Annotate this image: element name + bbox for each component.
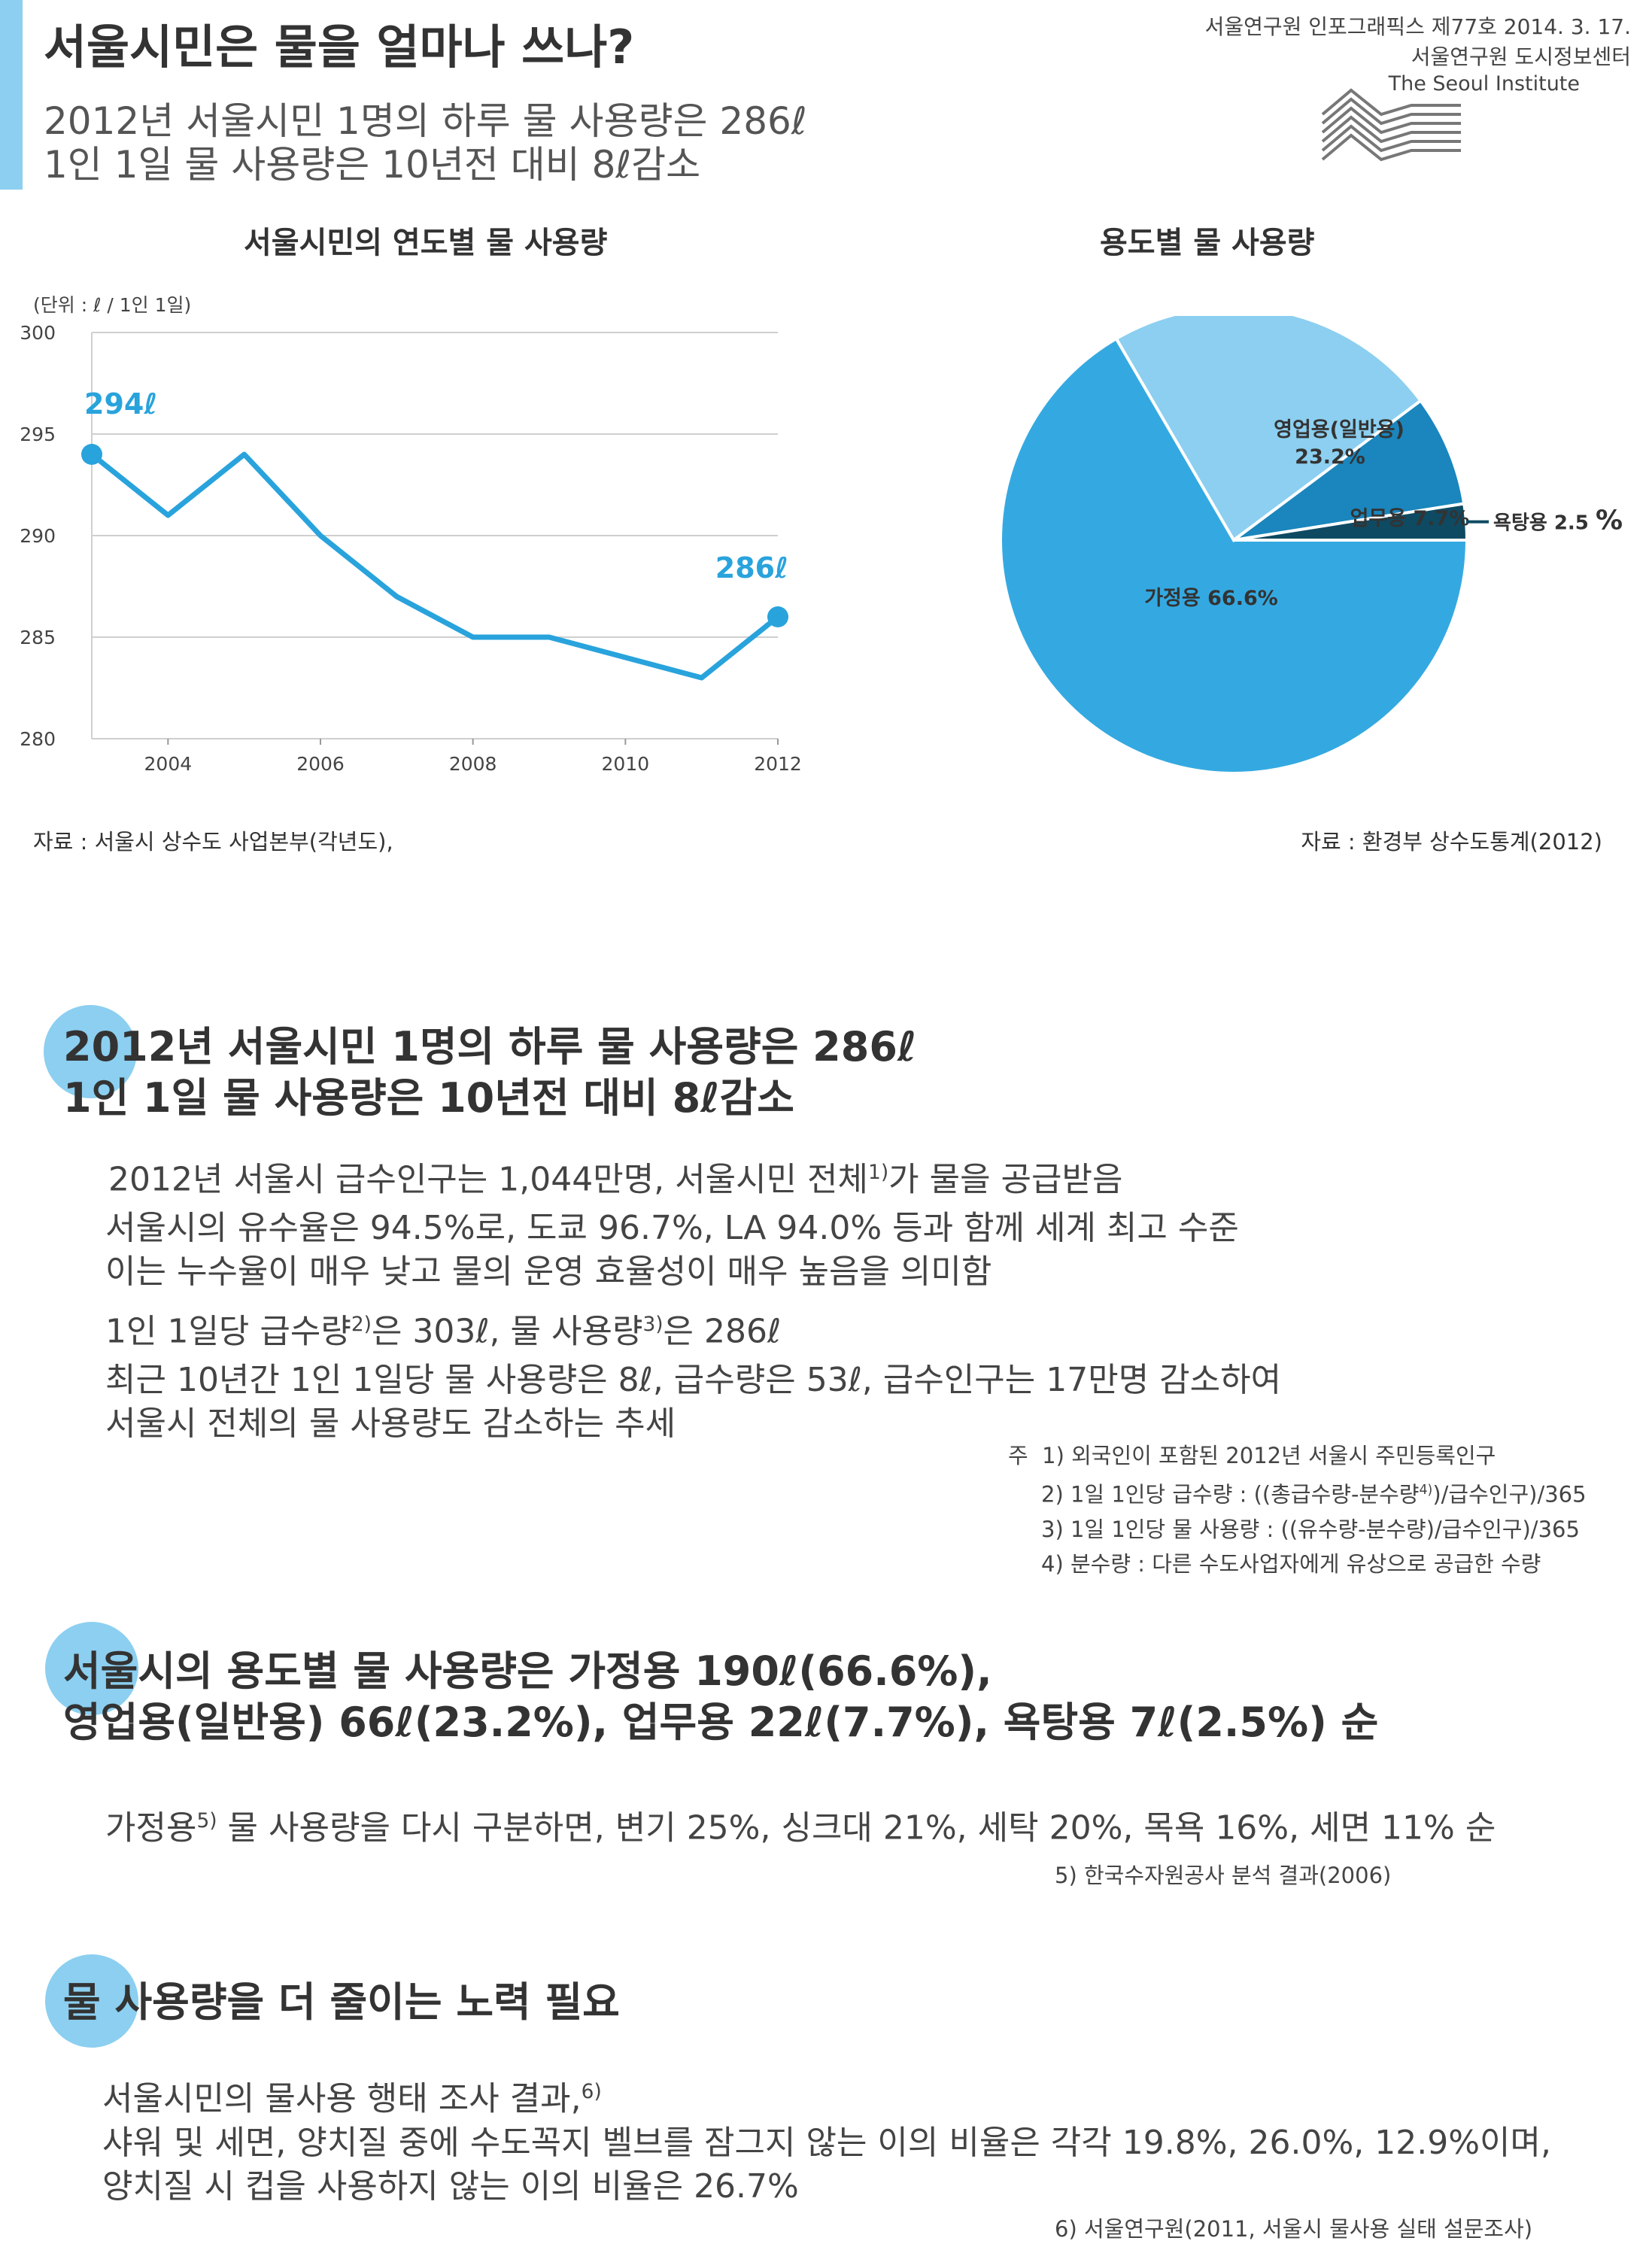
subtitle-line-1: 2012년 서울시민 1명의 하루 물 사용량은 286ℓ — [44, 99, 807, 143]
section1-paragraph-1: 2012년 서울시 급수인구는 1,044만명, 서울시민 전체1)가 물을 공… — [108, 1160, 1123, 1199]
pie-slice-bath — [1233, 502, 1469, 542]
section3-bullet-circle — [45, 1954, 138, 2048]
x-tick-label-2: 2008 — [449, 753, 497, 775]
y-tick-label-4: 300 — [20, 322, 56, 344]
line-chart: 280 285 290 295 300 2004 2006 2008 2010 2012 294ℓ 2… — [20, 322, 802, 775]
section2-note: 5) 한국수자원공사 분석 결과(2006) — [1055, 1863, 1392, 1888]
section2-heading-line-2: 영업용(일반용) 66ℓ(23.2%), 업무용 22ℓ(7.7%), 욕탕용 … — [63, 1699, 1379, 1746]
publisher-org: 서울연구원 도시정보센터 — [1411, 44, 1631, 69]
section2-heading: 서울시의 용도별 물 사용량은 가정용 190ℓ(66.6%), 영업용(일반용… — [63, 1646, 1378, 1748]
data-label-start: 294ℓ — [84, 387, 157, 421]
pie-label-commercial-name: 영업용(일반용) — [1274, 418, 1405, 442]
pie-chart-source: 자료 : 환경부 상수도통계(2012) — [1301, 829, 1602, 855]
section1-heading-line-1: 2012년 서울시민 1명의 하루 물 사용량은 286ℓ — [63, 1023, 917, 1070]
section1-heading: 2012년 서울시민 1명의 하루 물 사용량은 286ℓ 1인 1일 물 사용… — [63, 1022, 916, 1124]
x-tick-label-1: 2006 — [296, 753, 345, 775]
section3-heading: 물 사용량을 더 줄이는 노력 필요 — [63, 1978, 620, 2026]
section1-bullet-circle — [44, 1005, 137, 1098]
section1-paragraph-3: 1인 1일당 급수량2)은 303ℓ, 물 사용량3)은 286ℓ — [105, 1312, 782, 1351]
data-label-end: 286ℓ — [715, 551, 788, 585]
pie-label-bath: 욕탕용 2.5 — [1493, 512, 1589, 535]
line-chart-title: 서울시민의 연도별 물 사용량 — [244, 226, 608, 260]
publication-info: 서울연구원 인포그래픽스 제77호 2014. 3. 17. 서울연구원 도시정… — [1205, 12, 1631, 72]
seoul-institute-logo-icon — [1321, 88, 1461, 162]
section2-heading-line-1: 서울시의 용도별 물 사용량은 가정용 190ℓ(66.6%), — [63, 1647, 992, 1695]
pie-chart: 가정용 66.6% 영업용(일반용) 23.2% 업무용 7.7% 욕탕용 2.5% — [999, 316, 1623, 775]
data-point-start — [81, 444, 102, 465]
pie-label-business: 업무용 7.7% — [1350, 507, 1470, 530]
series-line — [90, 451, 780, 681]
section1-notes: 주 1) 외국인이 포함된 2012년 서울시 주민등록인구 2) 1일 1인당… — [1008, 1443, 1587, 1577]
section1-heading-line-2: 1인 1일 물 사용량은 10년전 대비 8ℓ감소 — [63, 1074, 794, 1122]
y-tick-label-0: 280 — [20, 728, 56, 750]
section1-paragraph-4: 최근 10년간 1인 1일당 물 사용량은 8ℓ, 급수량은 53ℓ, 급수인구… — [105, 1361, 1282, 1443]
x-tick-label-4: 2012 — [754, 753, 802, 775]
x-tick-label-0: 2004 — [144, 753, 193, 775]
section2-bullet-circle — [45, 1622, 138, 1715]
y-tick-label-1: 285 — [20, 627, 56, 648]
page-subtitle: 2012년 서울시민 1명의 하루 물 사용량은 286ℓ 1인 1일 물 사용… — [44, 99, 807, 187]
pie-slice-home — [999, 336, 1469, 775]
x-tick-label-3: 2010 — [602, 753, 650, 775]
pie-label-commercial-pct: 23.2% — [1295, 445, 1365, 469]
pie-label-bath-pct: % — [1596, 506, 1623, 536]
publication-issue: 서울연구원 인포그래픽스 제77호 2014. 3. 17. — [1204, 14, 1631, 39]
pie-slice-commercial — [1114, 316, 1423, 542]
section1-paragraph-2: 서울시의 유수율은 94.5%로, 도쿄 96.7%, LA 94.0% 등과 … — [105, 1209, 1239, 1291]
header-accent-bar — [0, 0, 23, 190]
publisher-org-english: The Seoul Institute — [1388, 72, 1580, 96]
y-tick-label-3: 295 — [20, 424, 56, 445]
section3-note: 6) 서울연구원(2011, 서울시 물사용 실태 설문조사) — [1055, 2216, 1533, 2242]
section3-paragraph: 서울시민의 물사용 행태 조사 결과,6) 샤워 및 세면, 양치질 중에 수도… — [102, 2079, 1551, 2206]
y-tick-label-2: 290 — [20, 525, 56, 547]
pie-label-home: 가정용 66.6% — [1144, 587, 1278, 610]
section2-paragraph-1: 가정용5) 물 사용량을 다시 구분하면, 변기 25%, 싱크대 21%, 세… — [105, 1808, 1496, 1848]
subtitle-line-2: 1인 1일 물 사용량은 10년전 대비 8ℓ감소 — [44, 143, 701, 187]
data-point-end — [767, 606, 788, 627]
pie-slice-business — [1232, 398, 1466, 542]
page-title: 서울시민은 물을 얼마나 쓰나? — [44, 20, 635, 74]
line-chart-source: 자료 : 서울시 상수도 사업본부(각년도), — [33, 829, 393, 855]
line-chart-unit: (단위 : ℓ / 1인 1일) — [33, 294, 192, 316]
pie-chart-title: 용도별 물 사용량 — [1100, 226, 1315, 260]
